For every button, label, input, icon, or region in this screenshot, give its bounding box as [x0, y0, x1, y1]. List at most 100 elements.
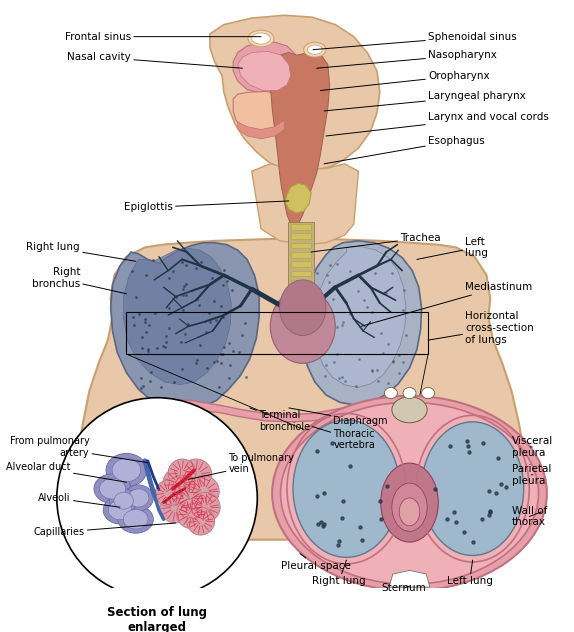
- Point: [332, 322, 342, 332]
- Point: [339, 496, 348, 506]
- Point: [384, 378, 393, 388]
- Point: [486, 507, 495, 517]
- Point: [238, 330, 247, 340]
- Polygon shape: [290, 233, 311, 239]
- Point: [378, 348, 387, 358]
- Polygon shape: [238, 52, 290, 90]
- Point: [402, 330, 411, 340]
- Point: [332, 259, 341, 269]
- Point: [395, 349, 404, 360]
- Polygon shape: [210, 15, 380, 171]
- Ellipse shape: [114, 492, 133, 509]
- Point: [145, 376, 154, 386]
- Ellipse shape: [421, 422, 523, 556]
- Ellipse shape: [103, 496, 137, 524]
- Polygon shape: [233, 92, 290, 133]
- Point: [131, 291, 141, 301]
- Text: Terminal
bronchiole: Terminal bronchiole: [250, 408, 311, 432]
- Text: Visceral
pleura: Visceral pleura: [511, 436, 553, 458]
- Point: [367, 307, 377, 317]
- Ellipse shape: [403, 387, 416, 399]
- Point: [325, 277, 334, 288]
- Point: [313, 325, 322, 335]
- Point: [312, 268, 321, 278]
- Point: [160, 342, 169, 352]
- Point: [129, 312, 138, 322]
- Polygon shape: [113, 399, 465, 423]
- Ellipse shape: [304, 42, 326, 57]
- Circle shape: [180, 459, 212, 490]
- Point: [493, 453, 502, 463]
- Point: [370, 268, 379, 278]
- Point: [152, 343, 161, 353]
- Point: [324, 308, 333, 318]
- Point: [363, 301, 372, 312]
- Point: [478, 514, 487, 524]
- Ellipse shape: [392, 397, 427, 423]
- Point: [225, 360, 234, 370]
- Ellipse shape: [281, 403, 538, 584]
- Point: [140, 317, 149, 327]
- Ellipse shape: [110, 489, 138, 513]
- Polygon shape: [77, 239, 525, 540]
- Polygon shape: [233, 42, 298, 94]
- Point: [333, 349, 342, 360]
- Text: Alveoli: Alveoli: [38, 493, 120, 507]
- Text: Pleural space: Pleural space: [281, 554, 351, 571]
- Text: Laryngeal pharynx: Laryngeal pharynx: [324, 91, 526, 111]
- Point: [178, 284, 187, 295]
- Circle shape: [155, 480, 181, 506]
- Point: [313, 491, 322, 501]
- Point: [169, 377, 179, 387]
- Point: [346, 461, 355, 471]
- Point: [216, 301, 225, 311]
- Polygon shape: [290, 243, 311, 248]
- Point: [242, 372, 251, 382]
- Point: [394, 368, 404, 378]
- Point: [136, 374, 145, 384]
- Point: [375, 496, 384, 506]
- Point: [219, 265, 228, 276]
- Point: [485, 506, 494, 516]
- Point: [338, 372, 347, 382]
- Text: Oropharynx: Oropharynx: [320, 71, 490, 90]
- Point: [219, 280, 228, 290]
- Point: [150, 308, 160, 319]
- Point: [220, 342, 229, 352]
- Point: [195, 340, 204, 350]
- Point: [183, 319, 192, 329]
- Point: [146, 367, 155, 377]
- Polygon shape: [290, 224, 311, 229]
- Point: [177, 364, 187, 374]
- Point: [180, 329, 189, 339]
- Point: [319, 519, 328, 529]
- Polygon shape: [302, 241, 421, 405]
- Point: [207, 273, 216, 283]
- Point: [144, 344, 153, 355]
- Ellipse shape: [252, 33, 270, 44]
- Polygon shape: [123, 248, 231, 385]
- Point: [399, 285, 408, 295]
- Point: [497, 479, 506, 489]
- Point: [205, 308, 214, 318]
- Point: [463, 441, 472, 451]
- Point: [376, 328, 385, 338]
- Ellipse shape: [99, 478, 126, 499]
- Point: [398, 305, 407, 315]
- Point: [137, 332, 146, 342]
- Point: [181, 279, 191, 289]
- Point: [212, 315, 221, 325]
- Point: [398, 356, 408, 367]
- Point: [215, 382, 224, 392]
- Point: [323, 341, 332, 351]
- Point: [223, 276, 232, 286]
- Text: Parietal
pleura: Parietal pleura: [511, 464, 551, 485]
- Text: Right lung: Right lung: [312, 560, 366, 586]
- Point: [389, 356, 398, 366]
- Circle shape: [57, 398, 257, 599]
- Point: [161, 337, 170, 348]
- Text: Left lung: Left lung: [447, 560, 492, 586]
- Point: [372, 365, 381, 375]
- Point: [177, 257, 187, 267]
- Point: [202, 363, 211, 373]
